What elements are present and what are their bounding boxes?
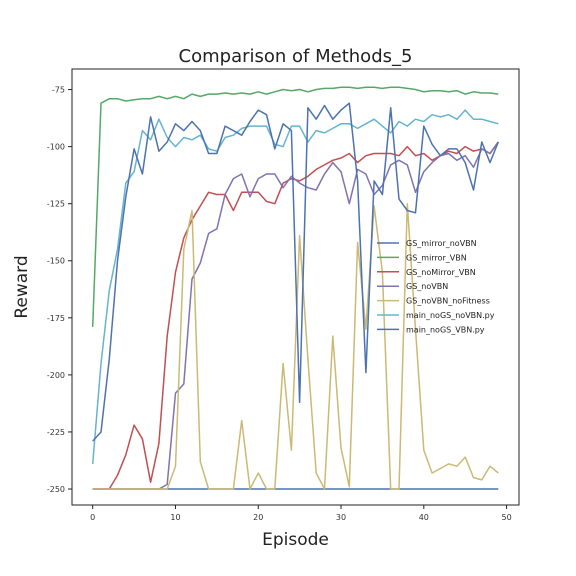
legend-entry: GS_noVBN [406,282,448,291]
legend-entry: GS_mirror_noVBN [406,239,477,248]
legend-entry: GS_noMirror_VBN [406,268,476,277]
y-tick-label: -100 [47,143,65,152]
series-line-1 [91,86,499,327]
x-tick-label: 0 [90,513,95,522]
legend-entry: GS_noVBN_noFitness [406,297,490,306]
chart-title: Comparison of Methods_5 [179,46,413,67]
x-tick-label: 30 [336,513,346,522]
y-tick-label: -225 [47,428,65,437]
y-axis-label: Reward [12,255,32,318]
x-tick-label: 50 [501,513,511,522]
y-tick-label: -175 [47,314,65,323]
x-tick-label: 10 [170,513,180,522]
series-lines [91,86,499,490]
x-axis-ticks: 0 10 20 30 40 50 [90,505,512,522]
legend: GS_mirror_noVBN GS_mirror_VBN GS_noMirror_… [377,239,495,334]
series-line-4 [92,202,499,490]
x-axis-label: Episode [262,530,329,550]
series-line-5 [91,109,499,464]
legend-entry: main_noGS_VBN.py [406,325,485,334]
y-axis-ticks: -250 -225 -200 -175 -150 -125 -100 -75 [47,86,72,494]
legend-entry: main_noGS_noVBN.py [406,311,495,320]
y-tick-label: -150 [47,257,65,266]
x-tick-label: 20 [253,513,263,522]
y-tick-label: -125 [47,200,65,209]
series-line-6 [92,102,499,442]
y-tick-label: -250 [47,485,65,494]
y-tick-label: -75 [52,86,65,95]
legend-entry: GS_mirror_VBN [406,253,467,262]
y-tick-label: -200 [47,371,65,380]
x-tick-label: 40 [419,513,429,522]
